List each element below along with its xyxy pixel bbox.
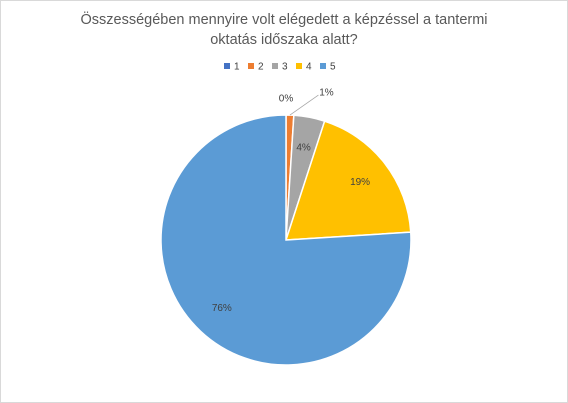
- legend-swatch: [224, 63, 230, 69]
- legend-label: 2: [258, 62, 264, 73]
- legend-label: 5: [330, 62, 336, 73]
- legend-label: 1: [234, 62, 240, 73]
- legend-label: 4: [306, 62, 312, 73]
- pie-slice: [160, 114, 412, 366]
- legend-swatch: [272, 63, 278, 69]
- pie-slice: [284, 120, 412, 241]
- legend-swatch: [296, 63, 302, 69]
- legend-swatch: [248, 63, 254, 69]
- legend-swatch: [320, 63, 326, 69]
- leader-line: [289, 94, 319, 116]
- data-label: 0%: [279, 94, 294, 105]
- data-label: 4%: [296, 143, 311, 154]
- data-label: 76%: [212, 303, 232, 314]
- data-label: 1%: [319, 88, 334, 99]
- data-label: 19%: [350, 177, 370, 188]
- legend-label: 3: [282, 62, 288, 73]
- chart-title: Összességében mennyire volt elégedett a …: [80, 12, 488, 48]
